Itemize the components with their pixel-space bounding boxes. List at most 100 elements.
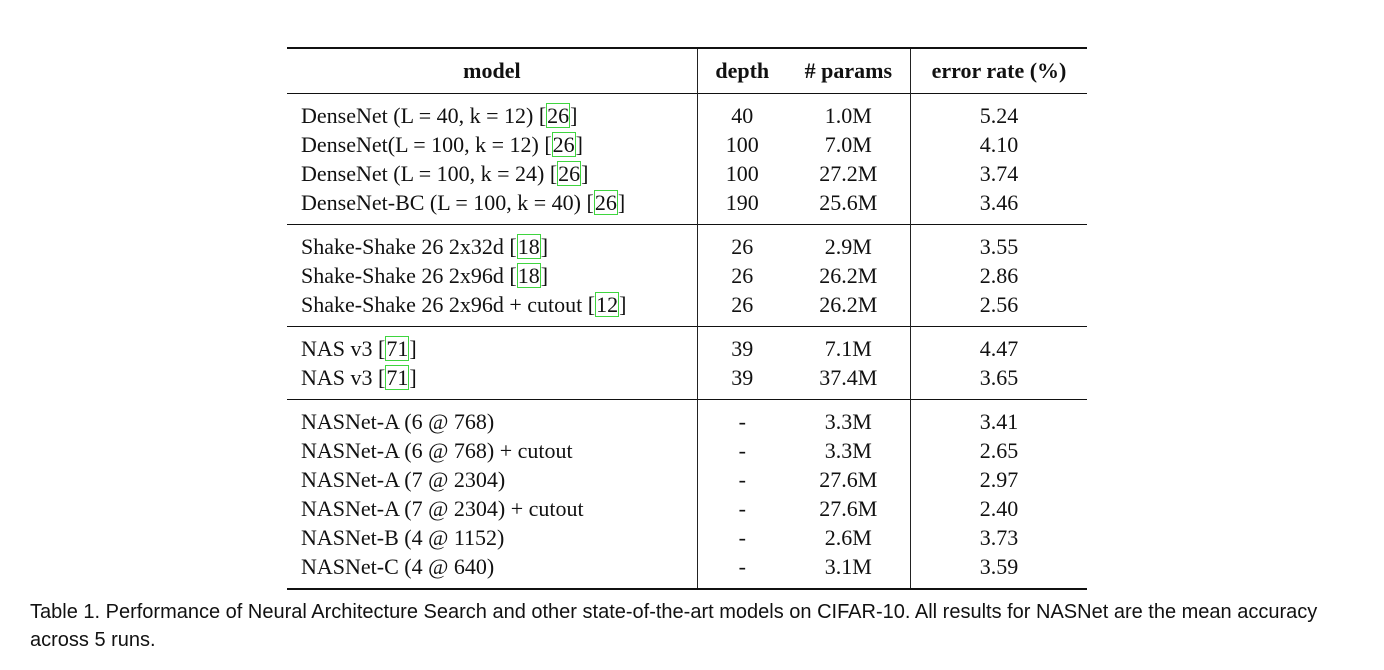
cell-error-rate: 3.41 [979, 409, 1019, 434]
cell-params: 27.2M [786, 159, 911, 188]
model-name: DenseNet-BC (L = 100, k = 40) [301, 190, 587, 215]
model-name: NASNet-C (4 @ 640) [301, 554, 495, 579]
cell-error-rate: 3.55 [979, 234, 1019, 259]
cell-params: 27.6M [786, 465, 911, 494]
table-row: DenseNet (L = 40, k = 12) [26] 40 1.0M 5.24 [287, 93, 1087, 130]
cell-depth: - [738, 496, 746, 521]
cell-depth: - [738, 467, 746, 492]
cell-error-rate: 2.86 [979, 263, 1019, 288]
citation-link[interactable]: 26 [557, 161, 582, 186]
cell-depth: 39 [731, 365, 754, 390]
model-name: NAS v3 [301, 365, 379, 390]
header-model: model [287, 48, 698, 94]
cell-depth: 39 [731, 336, 754, 361]
cell-model: DenseNet (L = 40, k = 12) [26] [287, 93, 698, 130]
cell-model: DenseNet-BC (L = 100, k = 40) [26] [287, 188, 698, 225]
model-name: Shake-Shake 26 2x96d + cutout [301, 292, 588, 317]
cell-model: NAS v3 [71] [287, 326, 698, 363]
cell-params: 27.6M [786, 494, 911, 523]
cell-error-rate: 3.74 [979, 161, 1019, 186]
cell-depth: 26 [731, 292, 754, 317]
citation-link[interactable]: 26 [551, 132, 576, 157]
model-name: NAS v3 [301, 336, 379, 361]
cell-error-rate: 3.59 [979, 554, 1019, 579]
table-row: NASNet-C (4 @ 640) - 3.1M 3.59 [287, 552, 1087, 589]
cell-error-rate: 2.40 [979, 496, 1019, 521]
table-row: NAS v3 [71] 39 37.4M 3.65 [287, 363, 1087, 400]
table-body: DenseNet (L = 40, k = 12) [26] 40 1.0M 5.24… [287, 93, 1087, 589]
model-name: DenseNet(L = 100, k = 12) [301, 132, 545, 157]
citation-link[interactable]: 18 [516, 234, 541, 259]
model-name: NASNet-A (7 @ 2304) [301, 467, 506, 492]
header-row: model depth # params error rate (%) [287, 48, 1087, 94]
cell-params: 2.9M [786, 224, 911, 261]
cell-params: 26.2M [786, 261, 911, 290]
model-name: NASNet-A (7 @ 2304) + cutout [301, 496, 584, 521]
cell-error-rate: 2.97 [979, 467, 1019, 492]
model-name: NASNet-A (6 @ 768) [301, 409, 495, 434]
cell-params: 26.2M [786, 290, 911, 327]
cell-error-rate: 2.56 [979, 292, 1019, 317]
cell-error-rate: 4.10 [979, 132, 1019, 157]
cell-depth: 26 [731, 234, 754, 259]
table-row: NASNet-A (7 @ 2304) - 27.6M 2.97 [287, 465, 1087, 494]
model-name: DenseNet (L = 100, k = 24) [301, 161, 550, 186]
table-row: DenseNet (L = 100, k = 24) [26] 100 27.2M 3… [287, 159, 1087, 188]
cell-depth: - [738, 438, 746, 463]
results-table: model depth # params error rate (%) Dens… [287, 47, 1087, 590]
cell-params: 3.3M [786, 399, 911, 436]
cell-model: NASNet-B (4 @ 1152) [287, 523, 698, 552]
model-name: Shake-Shake 26 2x32d [301, 234, 510, 259]
cell-depth: 190 [725, 190, 759, 215]
cell-model: NASNet-A (7 @ 2304) [287, 465, 698, 494]
cell-depth: - [738, 554, 746, 579]
model-name: Shake-Shake 26 2x96d [301, 263, 510, 288]
citation-link[interactable]: 71 [385, 336, 410, 361]
citation-link[interactable]: 26 [546, 103, 571, 128]
table-row: DenseNet-BC (L = 100, k = 40) [26] 190 25.… [287, 188, 1087, 225]
cell-model: Shake-Shake 26 2x96d [18] [287, 261, 698, 290]
cell-params: 7.0M [786, 130, 911, 159]
model-name: NASNet-B (4 @ 1152) [301, 525, 505, 550]
cell-params: 1.0M [786, 93, 911, 130]
table-row: Shake-Shake 26 2x96d [18] 26 26.2M 2.86 [287, 261, 1087, 290]
header-error-rate: error rate (%) [931, 58, 1067, 83]
cell-params: 25.6M [786, 188, 911, 225]
cell-params: 3.1M [786, 552, 911, 589]
citation-link[interactable]: 12 [595, 292, 620, 317]
cell-params: 7.1M [786, 326, 911, 363]
cell-model: NASNet-A (6 @ 768) + cutout [287, 436, 698, 465]
cell-depth: 100 [725, 161, 759, 186]
cell-params: 37.4M [786, 363, 911, 400]
cell-error-rate: 3.46 [979, 190, 1019, 215]
cell-error-rate: 2.65 [979, 438, 1019, 463]
cell-params: 3.3M [786, 436, 911, 465]
citation-link[interactable]: 71 [385, 365, 410, 390]
citation-link[interactable]: 18 [516, 263, 541, 288]
table-row: NASNet-A (7 @ 2304) + cutout - 27.6M 2.40 [287, 494, 1087, 523]
cell-depth: - [738, 525, 746, 550]
cell-params: 2.6M [786, 523, 911, 552]
cell-error-rate: 5.24 [979, 103, 1019, 128]
cell-model: NAS v3 [71] [287, 363, 698, 400]
cell-error-rate: 3.73 [979, 525, 1019, 550]
table-caption: Table 1. Performance of Neural Architect… [30, 601, 1318, 651]
table-row: NASNet-B (4 @ 1152) - 2.6M 3.73 [287, 523, 1087, 552]
citation-link[interactable]: 26 [593, 190, 618, 215]
cell-model: NASNet-C (4 @ 640) [287, 552, 698, 589]
cell-model: DenseNet (L = 100, k = 24) [26] [287, 159, 698, 188]
cell-error-rate: 3.65 [979, 365, 1019, 390]
header-params: # params [786, 48, 911, 94]
results-table-container: model depth # params error rate (%) Dens… [287, 47, 1087, 590]
cell-model: Shake-Shake 26 2x96d + cutout [12] [287, 290, 698, 327]
model-name: DenseNet (L = 40, k = 12) [301, 103, 539, 128]
cell-depth: 26 [731, 263, 754, 288]
table-row: NASNet-A (6 @ 768) + cutout - 3.3M 2.65 [287, 436, 1087, 465]
cell-depth: - [738, 409, 746, 434]
table-row: NAS v3 [71] 39 7.1M 4.47 [287, 326, 1087, 363]
cell-error-rate: 4.47 [979, 336, 1019, 361]
cell-model: DenseNet(L = 100, k = 12) [26] [287, 130, 698, 159]
cell-model: NASNet-A (6 @ 768) [287, 399, 698, 436]
table-row: Shake-Shake 26 2x96d + cutout [12] 26 26.2… [287, 290, 1087, 327]
cell-depth: 100 [725, 132, 759, 157]
